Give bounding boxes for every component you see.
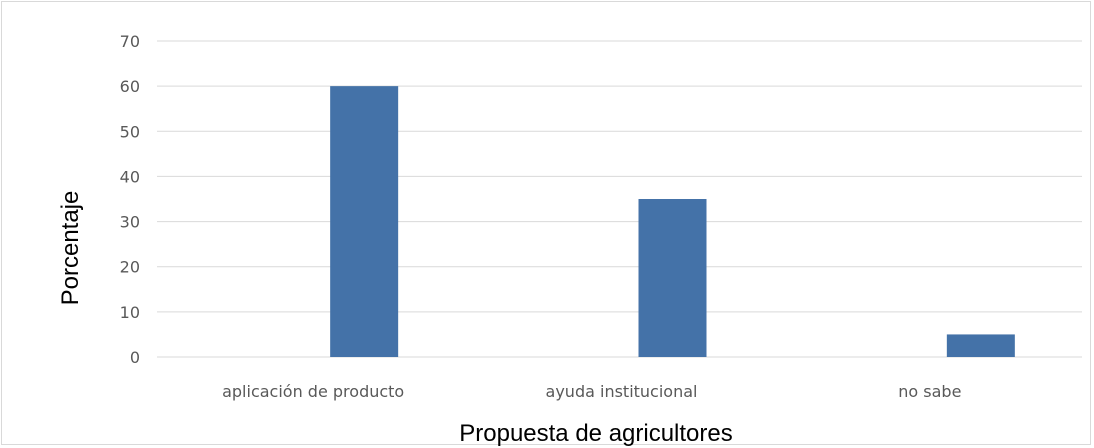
y-tick-label: 70 bbox=[120, 32, 140, 51]
y-axis-title: Porcentaje bbox=[57, 191, 84, 306]
x-axis-categories: aplicación de producto ayuda instituciona… bbox=[222, 382, 961, 401]
x-category-label: no sabe bbox=[898, 382, 961, 401]
gridlines bbox=[157, 40, 1082, 358]
y-tick-label: 0 bbox=[130, 348, 140, 367]
y-tick-label: 20 bbox=[120, 258, 140, 277]
bar bbox=[946, 334, 1015, 357]
bar bbox=[330, 86, 399, 358]
y-tick-label: 10 bbox=[120, 303, 140, 322]
y-tick-label: 30 bbox=[120, 213, 140, 232]
y-tick-label: 60 bbox=[120, 77, 140, 96]
bars bbox=[330, 86, 1015, 358]
x-axis-title: Propuesta de agricultores bbox=[459, 420, 733, 447]
y-tick-label: 50 bbox=[120, 122, 140, 141]
y-axis-ticks: 0 10 20 30 40 50 60 70 bbox=[120, 32, 140, 367]
x-category-label: ayuda institucional bbox=[546, 382, 698, 401]
y-tick-label: 40 bbox=[120, 167, 140, 186]
x-category-label: aplicación de producto bbox=[222, 382, 404, 401]
bar bbox=[638, 199, 707, 357]
